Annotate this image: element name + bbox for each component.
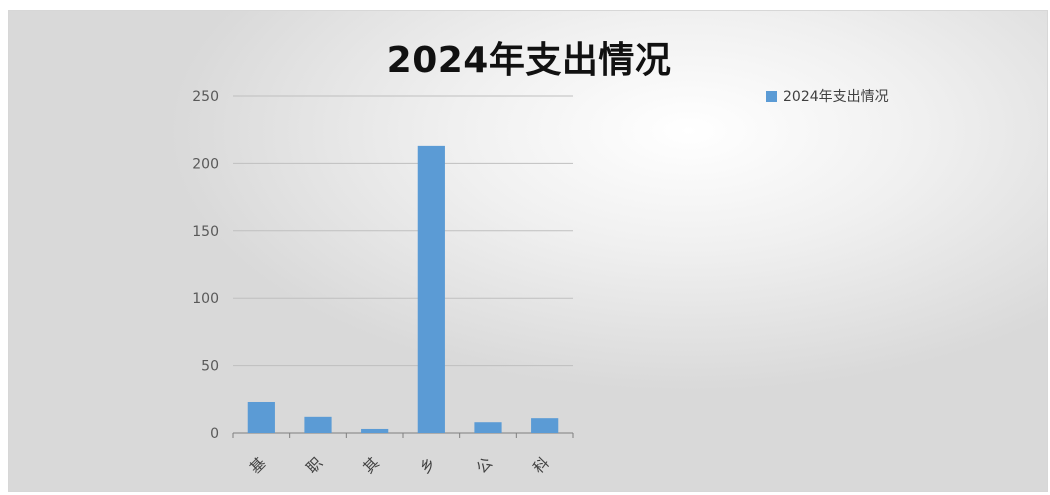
- x-category-label: 公: [473, 454, 496, 477]
- legend-label: 2024年支出情况: [783, 89, 889, 105]
- x-category-label: 其: [359, 454, 382, 477]
- y-tick-label: 50: [201, 359, 219, 375]
- y-tick-label: 250: [192, 89, 219, 105]
- bar: [304, 416, 332, 433]
- chart-legend: 2024年支出情况: [766, 86, 889, 106]
- y-tick-label: 200: [192, 156, 219, 172]
- chart-title: 2024年支出情况: [386, 40, 672, 81]
- bar: [474, 422, 502, 433]
- x-category-label: 基: [246, 454, 269, 477]
- bar: [417, 145, 445, 433]
- x-category-label: 职: [303, 454, 326, 477]
- bar: [531, 418, 559, 433]
- y-tick-label: 0: [210, 426, 219, 442]
- y-tick-label: 150: [192, 224, 219, 240]
- chart-frame: 2024年支出情况 2024年支出情况: [8, 10, 1048, 492]
- x-category-label: 乡: [416, 454, 439, 477]
- legend-swatch: [766, 90, 777, 102]
- y-tick-label: 100: [192, 291, 219, 307]
- x-category-label: 科: [529, 454, 552, 477]
- bar: [247, 401, 275, 433]
- bar: [361, 428, 389, 433]
